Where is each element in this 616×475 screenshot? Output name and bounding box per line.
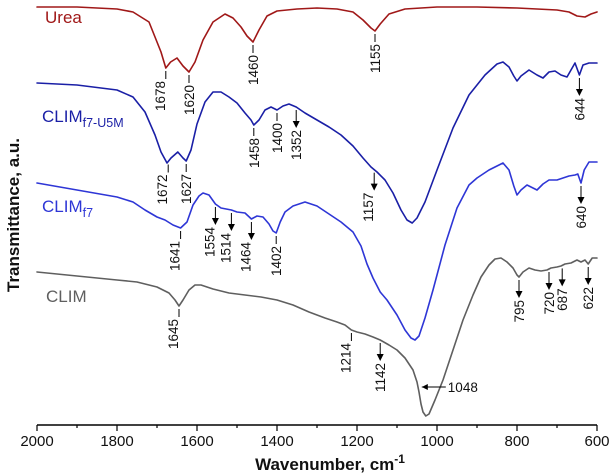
peak-clim-687: 687 [555,268,570,311]
peak-label: 1352 [289,130,304,160]
peak-annotations: 1678 1620 1460 1155 1672 1627 1458 1400 1352 1157… [153,34,596,395]
peak-climf7-u5m-1672: 1672 [155,164,170,205]
peak-label: 1554 [202,227,217,258]
x-tick-label: 600 [584,433,609,450]
peak-label: 1672 [155,175,170,205]
series-label-climf7: CLIMf7 [42,197,93,220]
series-label-sub: f7 [83,206,93,220]
series-label-main: CLIM [42,107,83,126]
peak-label: 1048 [448,380,478,395]
peak-label: 720 [542,292,557,315]
peak-label: 1400 [270,123,285,153]
x-ticks: 2000 1800 1600 1400 1200 1000 800 600 [20,425,610,450]
peak-label: 1514 [218,233,233,264]
peak-label: 1155 [368,44,383,73]
peak-urea-1678: 1678 [153,71,168,111]
x-tick-label: 1400 [260,433,293,450]
peak-climf7-u5m-1157: 1157 [361,172,378,222]
peak-urea-1460: 1460 [246,45,261,85]
peak-label: 1464 [238,242,253,273]
peak-label: 1214 [338,343,353,374]
peak-urea-1155: 1155 [368,34,383,73]
trace-clim [36,257,598,417]
x-tick-label: 1200 [340,433,373,450]
peak-climf7-1514: 1514 [218,213,235,263]
series-label-urea: Urea [45,8,82,27]
x-tick-label: 800 [504,433,529,450]
peak-clim-622: 622 [581,267,596,310]
peak-clim-720: 720 [542,272,557,315]
peak-label: 1645 [166,319,181,349]
peak-clim-1645: 1645 [166,309,181,349]
peak-clim-1214: 1214 [338,333,353,373]
x-axis-title: Wavenumber, cm-1 [255,452,405,474]
peak-label: 1641 [168,241,183,271]
peak-climf7-u5m-1352: 1352 [289,110,304,160]
spectrum-traces [36,6,598,417]
x-tick-label: 1800 [100,433,133,450]
peak-clim-1048: 1048 [421,380,478,395]
peak-label: 1157 [361,193,376,222]
peak-climf7-u5m-644: 644 [572,78,587,121]
peak-climf7-640: 640 [574,186,589,229]
peak-label: 687 [555,288,570,311]
x-tick-label: 2000 [20,433,53,450]
series-label-clim: CLIM [46,287,87,306]
y-axis-title: Transmittance, a.u. [4,138,23,292]
trace-climf7 [36,161,598,341]
peak-label: 622 [581,287,596,310]
series-label-main: CLIM [42,197,83,216]
x-tick-label: 1000 [420,433,453,450]
peak-climf7-1554: 1554 [202,207,219,257]
peak-climf7-u5m-1458: 1458 [247,128,262,168]
series-label-climf7-u5m: CLIMf7-U5M [42,107,124,130]
peak-label: 1620 [182,85,197,115]
peak-label: 1678 [153,81,168,111]
peak-label: 795 [512,300,527,323]
peak-urea-1620: 1620 [182,75,197,115]
x-axis-title-sup: -1 [394,452,405,466]
peak-clim-795: 795 [512,280,527,323]
trace-urea [36,6,598,73]
trace-climf7-u5m [36,61,598,224]
peak-label: 1402 [269,246,284,276]
x-axis-title-main: Wavenumber, cm [255,455,394,474]
peak-climf7-u5m-1627: 1627 [179,164,194,204]
peak-climf7-u5m-1400: 1400 [270,113,285,153]
peak-label: 640 [574,206,589,229]
peak-climf7-1402: 1402 [269,236,284,276]
peak-label: 644 [572,98,587,121]
series-label-sub: f7-U5M [83,116,124,130]
peak-label: 1627 [179,174,194,204]
peak-clim-1142: 1142 [373,343,388,392]
series-label-main: CLIM [46,287,87,306]
peak-label: 1142 [373,363,388,392]
peak-label: 1460 [246,55,261,85]
peak-label: 1458 [247,138,262,168]
x-tick-label: 1600 [180,433,213,450]
peak-climf7-1464: 1464 [238,222,255,272]
peak-climf7-1641: 1641 [168,231,183,271]
series-label-main: Urea [45,8,82,27]
